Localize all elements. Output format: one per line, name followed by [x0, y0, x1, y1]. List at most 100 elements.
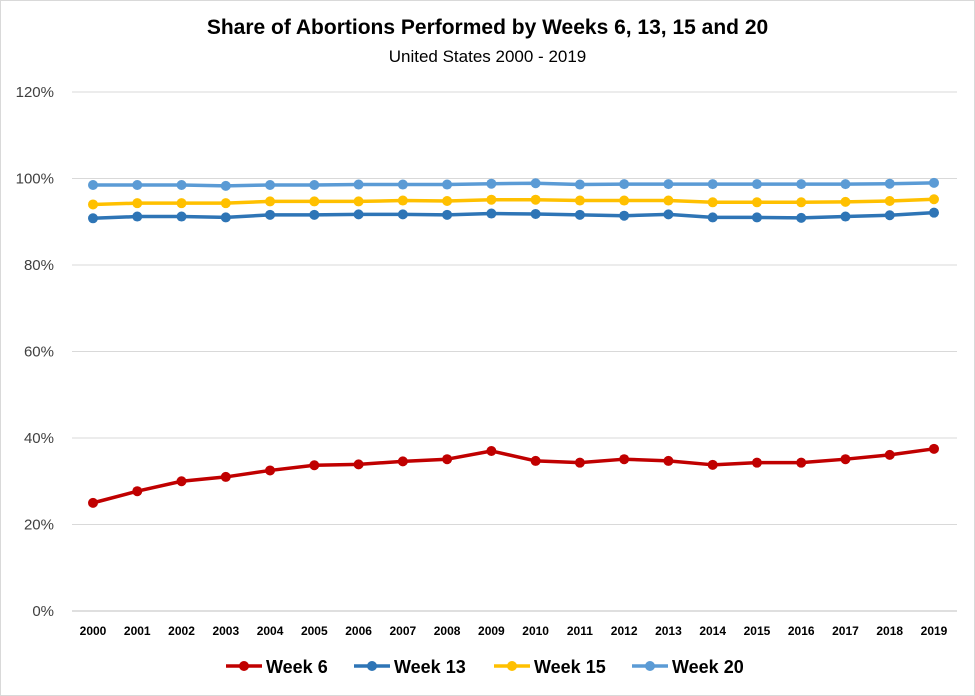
data-point-week-13: [265, 209, 276, 220]
data-point-week-15: [619, 195, 630, 206]
data-point-week-15: [884, 195, 895, 206]
x-tick-label: 2004: [257, 624, 284, 638]
legend-label: Week 13: [394, 657, 466, 677]
data-point-week-13: [707, 212, 718, 223]
data-point-week-13: [530, 208, 541, 219]
x-tick-label: 2001: [124, 624, 151, 638]
legend-dot-marker: [367, 661, 377, 671]
data-point-week-13: [884, 210, 895, 221]
data-point-week-6: [796, 457, 807, 468]
x-tick-label: 2019: [921, 624, 948, 638]
data-point-week-15: [397, 195, 408, 206]
data-point-week-20: [220, 180, 231, 191]
data-point-week-6: [574, 457, 585, 468]
data-point-week-13: [132, 211, 143, 222]
data-point-week-13: [840, 211, 851, 222]
series-line-week-20: [91, 181, 936, 188]
legend-label: Week 6: [266, 657, 328, 677]
data-point-week-20: [840, 179, 851, 190]
x-tick-label: 2005: [301, 624, 328, 638]
data-point-week-13: [353, 209, 364, 220]
data-point-week-20: [619, 179, 630, 190]
legend-dot-marker: [645, 661, 655, 671]
chart-subtitle: United States 2000 - 2019: [388, 47, 587, 66]
data-point-week-15: [353, 196, 364, 207]
x-tick-label: 2009: [478, 624, 505, 638]
data-point-week-13: [619, 210, 630, 221]
data-point-week-15: [486, 194, 497, 205]
data-point-week-15: [751, 197, 762, 208]
data-point-week-13: [88, 213, 98, 224]
y-tick-label: 80%: [24, 257, 54, 274]
data-point-week-20: [353, 179, 364, 190]
data-point-week-6: [88, 497, 98, 508]
legend-label: Week 15: [534, 657, 606, 677]
data-point-week-20: [442, 179, 453, 190]
data-point-week-6: [929, 443, 939, 454]
data-point-week-13: [176, 211, 187, 222]
legend-dot-marker: [507, 661, 517, 671]
data-point-week-13: [442, 209, 453, 220]
data-point-week-6: [663, 455, 674, 466]
data-point-week-15: [840, 196, 851, 207]
data-point-week-6: [176, 476, 187, 487]
data-point-week-13: [486, 208, 497, 219]
data-point-week-20: [486, 178, 497, 189]
data-point-week-15: [574, 195, 585, 206]
x-tick-label: 2018: [876, 624, 903, 638]
data-point-week-15: [88, 199, 98, 210]
data-point-week-20: [574, 179, 585, 190]
data-point-week-15: [530, 194, 541, 205]
y-tick-label: 40%: [24, 430, 54, 447]
data-point-week-6: [619, 454, 630, 465]
data-point-week-6: [884, 449, 895, 460]
data-point-week-20: [132, 179, 143, 190]
data-point-week-6: [840, 454, 851, 465]
x-tick-label: 2002: [168, 624, 195, 638]
data-point-week-15: [176, 198, 187, 209]
data-point-week-13: [220, 212, 231, 223]
data-point-week-20: [88, 179, 98, 190]
data-point-week-6: [309, 460, 320, 471]
y-tick-label: 100%: [16, 171, 54, 188]
data-point-week-6: [353, 459, 364, 470]
data-point-week-13: [663, 209, 674, 220]
data-point-week-15: [707, 197, 718, 208]
data-point-week-6: [265, 465, 276, 476]
y-tick-label: 20%: [24, 517, 54, 534]
data-point-week-20: [884, 178, 895, 189]
data-point-week-20: [530, 178, 541, 189]
legend-dot-marker: [239, 661, 249, 671]
series-line-week-13: [91, 210, 936, 221]
y-tick-label: 0%: [32, 603, 54, 620]
data-point-week-13: [574, 209, 585, 220]
x-tick-label: 2011: [567, 624, 593, 638]
data-point-week-20: [176, 179, 187, 190]
data-point-week-15: [265, 196, 276, 207]
data-point-week-15: [309, 196, 320, 207]
data-point-week-20: [796, 179, 807, 190]
x-tick-label: 2007: [389, 624, 416, 638]
data-point-week-6: [707, 459, 718, 470]
data-point-week-20: [397, 179, 408, 190]
series-line-week-6: [91, 447, 936, 505]
data-point-week-15: [796, 197, 807, 208]
data-point-week-15: [929, 194, 939, 205]
data-point-week-6: [132, 486, 143, 497]
data-point-week-6: [397, 456, 408, 467]
x-tick-label: 2008: [434, 624, 461, 638]
x-tick-label: 2015: [744, 624, 771, 638]
series-line-week-15: [91, 197, 936, 207]
data-point-week-20: [929, 177, 939, 188]
data-point-week-20: [265, 179, 276, 190]
x-tick-label: 2012: [611, 624, 638, 638]
data-point-week-20: [751, 179, 762, 190]
x-tick-label: 2006: [345, 624, 372, 638]
data-point-week-13: [397, 209, 408, 220]
data-point-week-15: [442, 195, 453, 206]
data-point-week-15: [220, 198, 231, 209]
data-point-week-20: [309, 179, 320, 190]
data-point-week-15: [663, 195, 674, 206]
